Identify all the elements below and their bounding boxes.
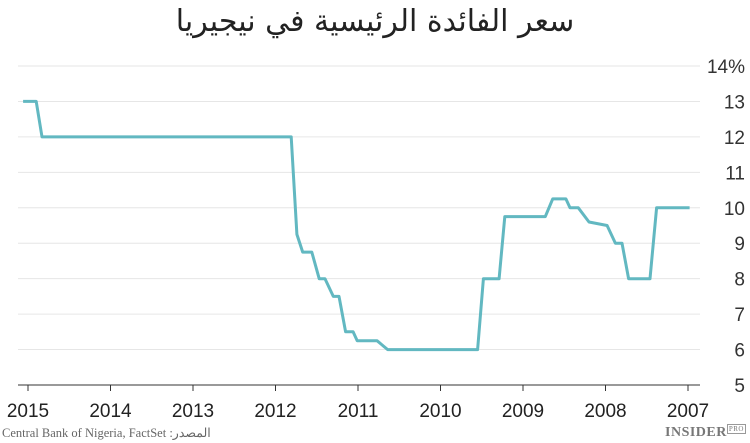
- y-tick-label: 14%: [707, 57, 745, 78]
- y-tick-label: 12: [724, 128, 745, 149]
- logo-text: INSIDER: [665, 425, 727, 440]
- y-tick-label: 9: [734, 234, 745, 255]
- y-tick-label: 10: [724, 199, 745, 220]
- x-tick-label: 2015: [7, 401, 49, 422]
- x-tick-label: 2013: [172, 401, 214, 422]
- insider-pro-logo: INSIDER PRO: [665, 424, 746, 441]
- chart-title: سعر الفائدة الرئيسية في نيجيريا: [175, 4, 575, 39]
- x-tick-label: 2011: [338, 401, 379, 422]
- y-tick-label: 7: [734, 305, 745, 326]
- y-tick-label: 6: [734, 341, 745, 362]
- x-tick-label: 2010: [419, 401, 461, 422]
- x-tick-label: 2012: [254, 401, 296, 422]
- x-tick-label: 2014: [89, 401, 132, 422]
- logo-sub: PRO: [726, 424, 746, 434]
- y-tick-label: 13: [724, 92, 745, 113]
- y-tick-label: 5: [734, 376, 745, 397]
- x-tick-label: 2007: [667, 401, 709, 422]
- y-tick-label: 11: [725, 163, 745, 184]
- series-line: [23, 99, 690, 352]
- y-tick-label: 8: [734, 270, 745, 291]
- x-tick-label: 2008: [584, 401, 626, 422]
- source-note: Central Bank of Nigeria, FactSet :المصدر: [2, 426, 211, 440]
- x-tick-label: 2009: [502, 401, 544, 422]
